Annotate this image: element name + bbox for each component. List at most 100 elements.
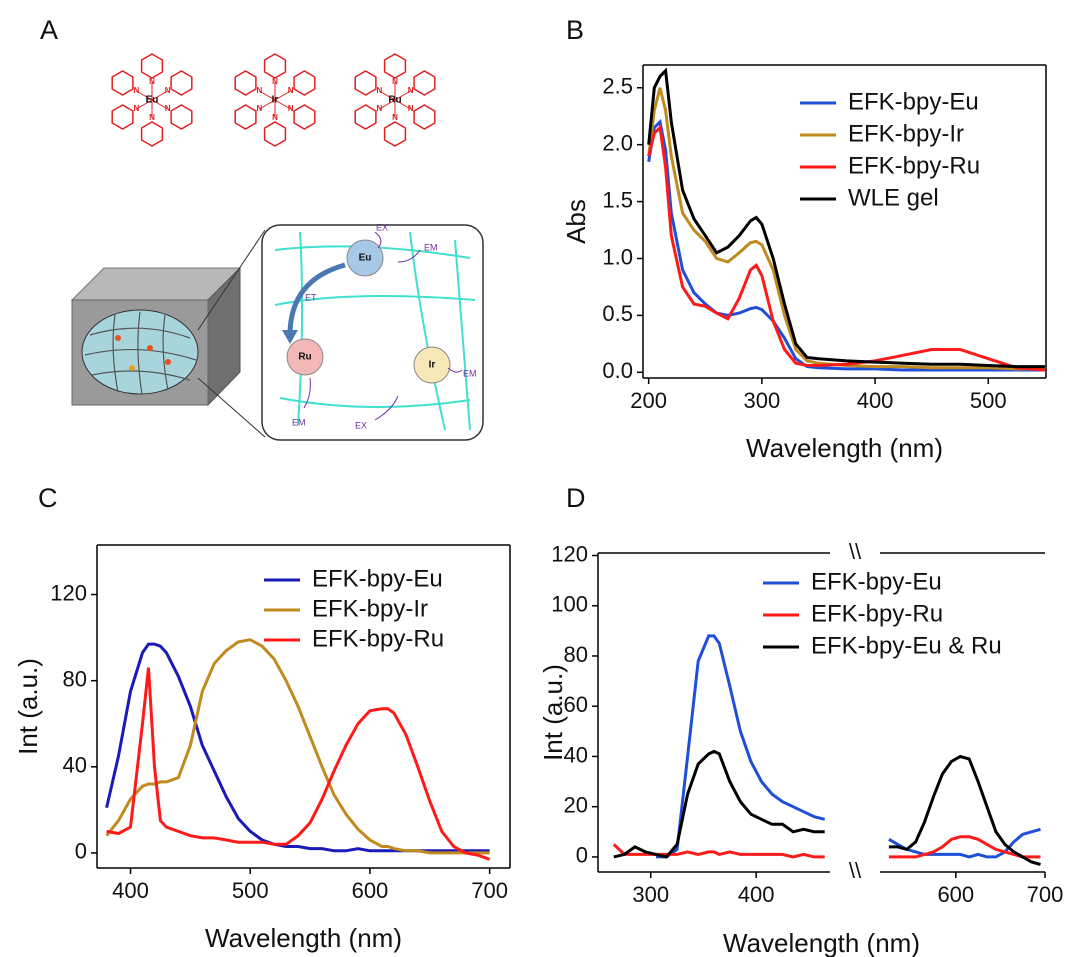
y-tick-label: 0 xyxy=(75,839,87,864)
ring xyxy=(413,104,436,130)
x-tick-label: 700 xyxy=(1027,882,1064,907)
legend-label: EFK-bpy-Ru xyxy=(811,600,943,627)
atom-label: N xyxy=(134,86,140,95)
gel-ellipse xyxy=(81,309,199,395)
y-tick-label: 100 xyxy=(551,592,588,617)
bond xyxy=(394,99,411,110)
x-tick-label: 400 xyxy=(112,878,149,903)
y-tick-label: 120 xyxy=(50,580,87,605)
zoom-line xyxy=(197,229,266,331)
et-arrow xyxy=(287,262,346,336)
y-tick-label: 80 xyxy=(63,666,87,691)
y-axis-title: Int (a.u.) xyxy=(538,664,568,761)
legend-label: EFK-bpy-Ru xyxy=(848,152,980,179)
legend-label: EFK-bpy-Ru xyxy=(312,625,444,652)
y-tick-label: 40 xyxy=(564,742,588,767)
x-tick-label: 500 xyxy=(232,878,269,903)
series-line xyxy=(105,638,490,855)
ring xyxy=(413,70,436,96)
ru-center xyxy=(286,338,324,376)
atom-label: N xyxy=(377,86,383,95)
ring xyxy=(263,121,287,147)
panel-label: C xyxy=(38,483,58,513)
x-tick-label: 400 xyxy=(857,388,894,413)
bond xyxy=(274,90,291,101)
atom-label: N xyxy=(392,113,398,122)
bond xyxy=(259,99,276,110)
panel-label: D xyxy=(566,483,586,513)
metal-label: Ru xyxy=(388,95,401,106)
ex-label: EX xyxy=(376,222,388,232)
y-tick-label: 2.5 xyxy=(602,74,633,99)
atom-label: N xyxy=(288,86,294,95)
gel-network xyxy=(84,311,197,395)
metal-label: Eu xyxy=(146,95,159,106)
atom-label: N xyxy=(165,104,171,113)
em-label: EM xyxy=(424,242,438,252)
series-line xyxy=(613,749,1041,866)
ring xyxy=(140,121,164,147)
y-tick-label: 0.5 xyxy=(602,301,633,326)
x-axis-title: Wavelength (nm) xyxy=(746,433,943,463)
series-line xyxy=(105,642,490,853)
eu-center xyxy=(346,239,384,277)
y-tick-label: 2.0 xyxy=(602,130,633,155)
ring xyxy=(170,70,193,96)
ir-center xyxy=(413,346,451,384)
y-tick-label: 20 xyxy=(564,793,588,818)
bond xyxy=(151,99,168,110)
metal-label: Ir xyxy=(272,95,279,106)
metal-label: Ru xyxy=(298,352,311,363)
x-tick-label: 600 xyxy=(937,882,974,907)
series-line xyxy=(647,67,1045,369)
atom-label: N xyxy=(377,104,383,113)
bond xyxy=(379,90,396,101)
x-tick-label: 300 xyxy=(632,882,669,907)
x-axis-title: Wavelength (nm) xyxy=(723,928,920,957)
series-line xyxy=(647,87,1045,371)
zoom-line xyxy=(197,377,266,438)
axis-break: \\ xyxy=(849,858,862,883)
atom-label: N xyxy=(149,113,155,122)
dot xyxy=(147,345,153,351)
y-axis-title: Int (a.u.) xyxy=(13,658,43,755)
x-tick-label: 500 xyxy=(970,388,1007,413)
ring xyxy=(293,104,316,130)
et-label: ET xyxy=(305,292,317,302)
ring xyxy=(170,104,193,130)
y-tick-label: 120 xyxy=(551,541,588,566)
atom-label: N xyxy=(392,77,398,86)
ring xyxy=(383,121,407,147)
series-line xyxy=(106,667,491,861)
atom-label: N xyxy=(272,113,278,122)
ring xyxy=(263,53,287,79)
axis-break: \\ xyxy=(849,539,862,564)
legend-label: EFK-bpy-Eu xyxy=(848,88,979,115)
atom-label: N xyxy=(134,104,140,113)
bond xyxy=(379,99,396,110)
ex-label: EX xyxy=(355,420,367,430)
dot xyxy=(115,335,121,341)
ring xyxy=(140,53,164,79)
atom-label: N xyxy=(408,86,414,95)
series-line xyxy=(656,634,1041,859)
y-tick-label: 80 xyxy=(564,642,588,667)
x-tick-label: 700 xyxy=(471,878,508,903)
x-tick-label: 600 xyxy=(352,878,389,903)
y-tick-label: 0 xyxy=(576,843,588,868)
em-label: EM xyxy=(292,417,306,427)
ring xyxy=(234,70,257,96)
y-tick-label: 1.0 xyxy=(602,244,633,269)
atom-label: N xyxy=(272,77,278,86)
series-line xyxy=(647,118,1045,372)
panel-label: A xyxy=(40,15,58,45)
bond xyxy=(274,99,291,110)
y-tick-label: 60 xyxy=(564,692,588,717)
legend-label: EFK-bpy-Ir xyxy=(848,120,964,147)
bond xyxy=(136,99,153,110)
legend-label: EFK-bpy-Eu xyxy=(811,568,942,595)
ring xyxy=(293,70,316,96)
panel-label: B xyxy=(566,15,584,45)
bond xyxy=(259,90,276,101)
